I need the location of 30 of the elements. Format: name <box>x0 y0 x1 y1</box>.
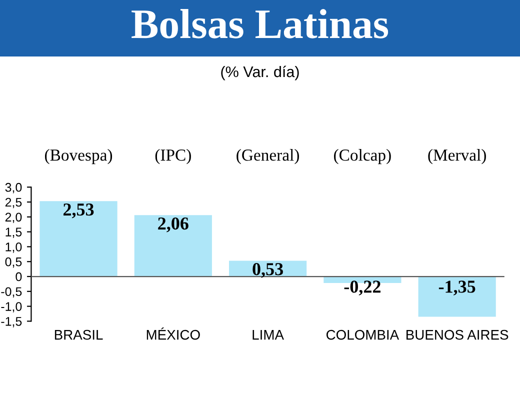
data-label: -1,35 <box>438 280 476 296</box>
bar <box>134 215 212 277</box>
text: (Bovespa) <box>45 149 112 164</box>
x-tick-label: MÉXICO <box>146 328 200 340</box>
y-tick-label: 2,5 <box>5 198 22 208</box>
y-tick-label: -1,5 <box>1 317 22 328</box>
text: (General) <box>236 149 299 164</box>
x-tick-label: BUENOS AIRES <box>406 330 508 340</box>
x-tick-label: LIMA <box>252 330 284 340</box>
y-tick-label: 1,5 <box>6 228 22 238</box>
bar <box>418 276 496 317</box>
chart-subtitle: (% Var. día) <box>221 66 299 80</box>
y-tick-label: 0 <box>16 272 22 282</box>
y-tick-label: -0,5 <box>1 287 22 298</box>
y-tick-label: -1,0 <box>1 302 22 312</box>
data-label: 2,53 <box>63 203 94 218</box>
text: (Merval) <box>428 149 486 164</box>
chart-title: Bolsas Latinas <box>132 9 388 38</box>
y-tick-label: 3,0 <box>5 182 22 194</box>
data-label: -0,22 <box>344 280 380 296</box>
data-label: 0,53 <box>252 263 283 278</box>
y-tick-label: 0,5 <box>5 257 22 268</box>
x-tick-label: BRASIL <box>54 330 103 340</box>
data-label: 2,06 <box>158 217 188 232</box>
bar <box>40 201 118 277</box>
x-tick-label: COLOMBIA <box>326 330 400 340</box>
y-tick-label: 2,0 <box>5 212 22 224</box>
text: (Colcap) <box>334 149 391 164</box>
y-tick-label: 1,0 <box>6 242 22 253</box>
text: (IPC) <box>155 149 191 164</box>
